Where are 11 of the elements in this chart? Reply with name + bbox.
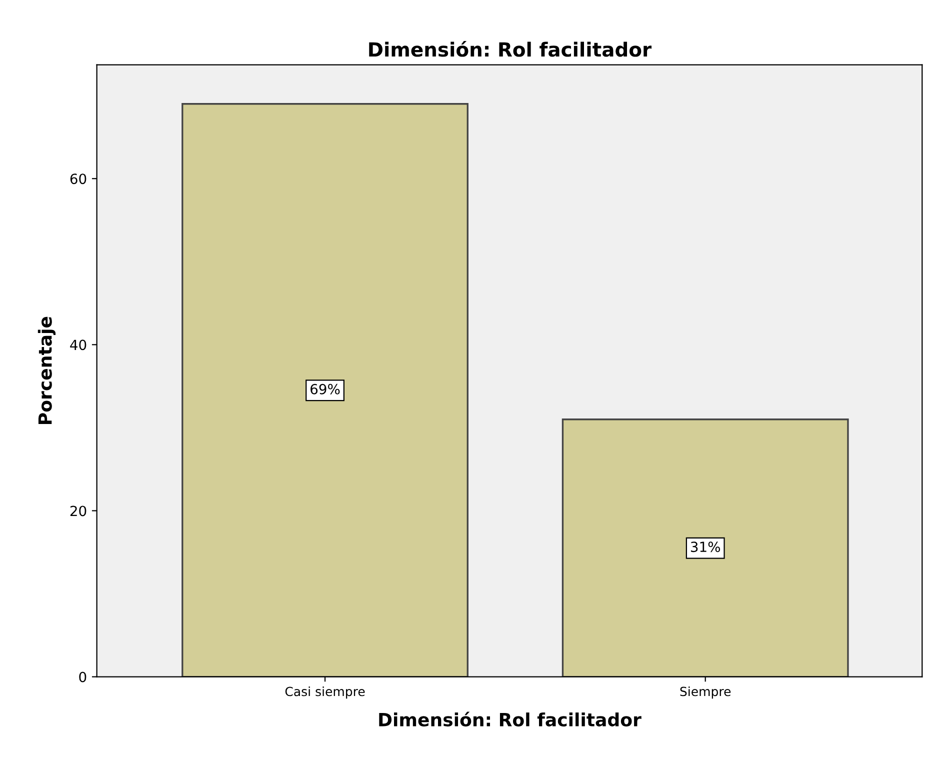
x-tick-label: Siempre xyxy=(680,686,731,699)
data-label: 69% xyxy=(310,384,340,394)
x-tick-label: Casi siempre xyxy=(285,686,365,699)
y-tick-label: 60 xyxy=(70,174,86,184)
y-tick-label: 20 xyxy=(70,506,86,516)
chart-title: Dimensión: Rol facilitador xyxy=(369,40,652,57)
data-label: 31% xyxy=(690,542,720,552)
y-axis-title: Porcentaje xyxy=(38,316,56,424)
y-tick-label: 40 xyxy=(70,340,86,350)
x-axis-title: Dimensión: Rol facilitador xyxy=(379,712,642,726)
y-tick-label: 0 xyxy=(79,672,86,682)
